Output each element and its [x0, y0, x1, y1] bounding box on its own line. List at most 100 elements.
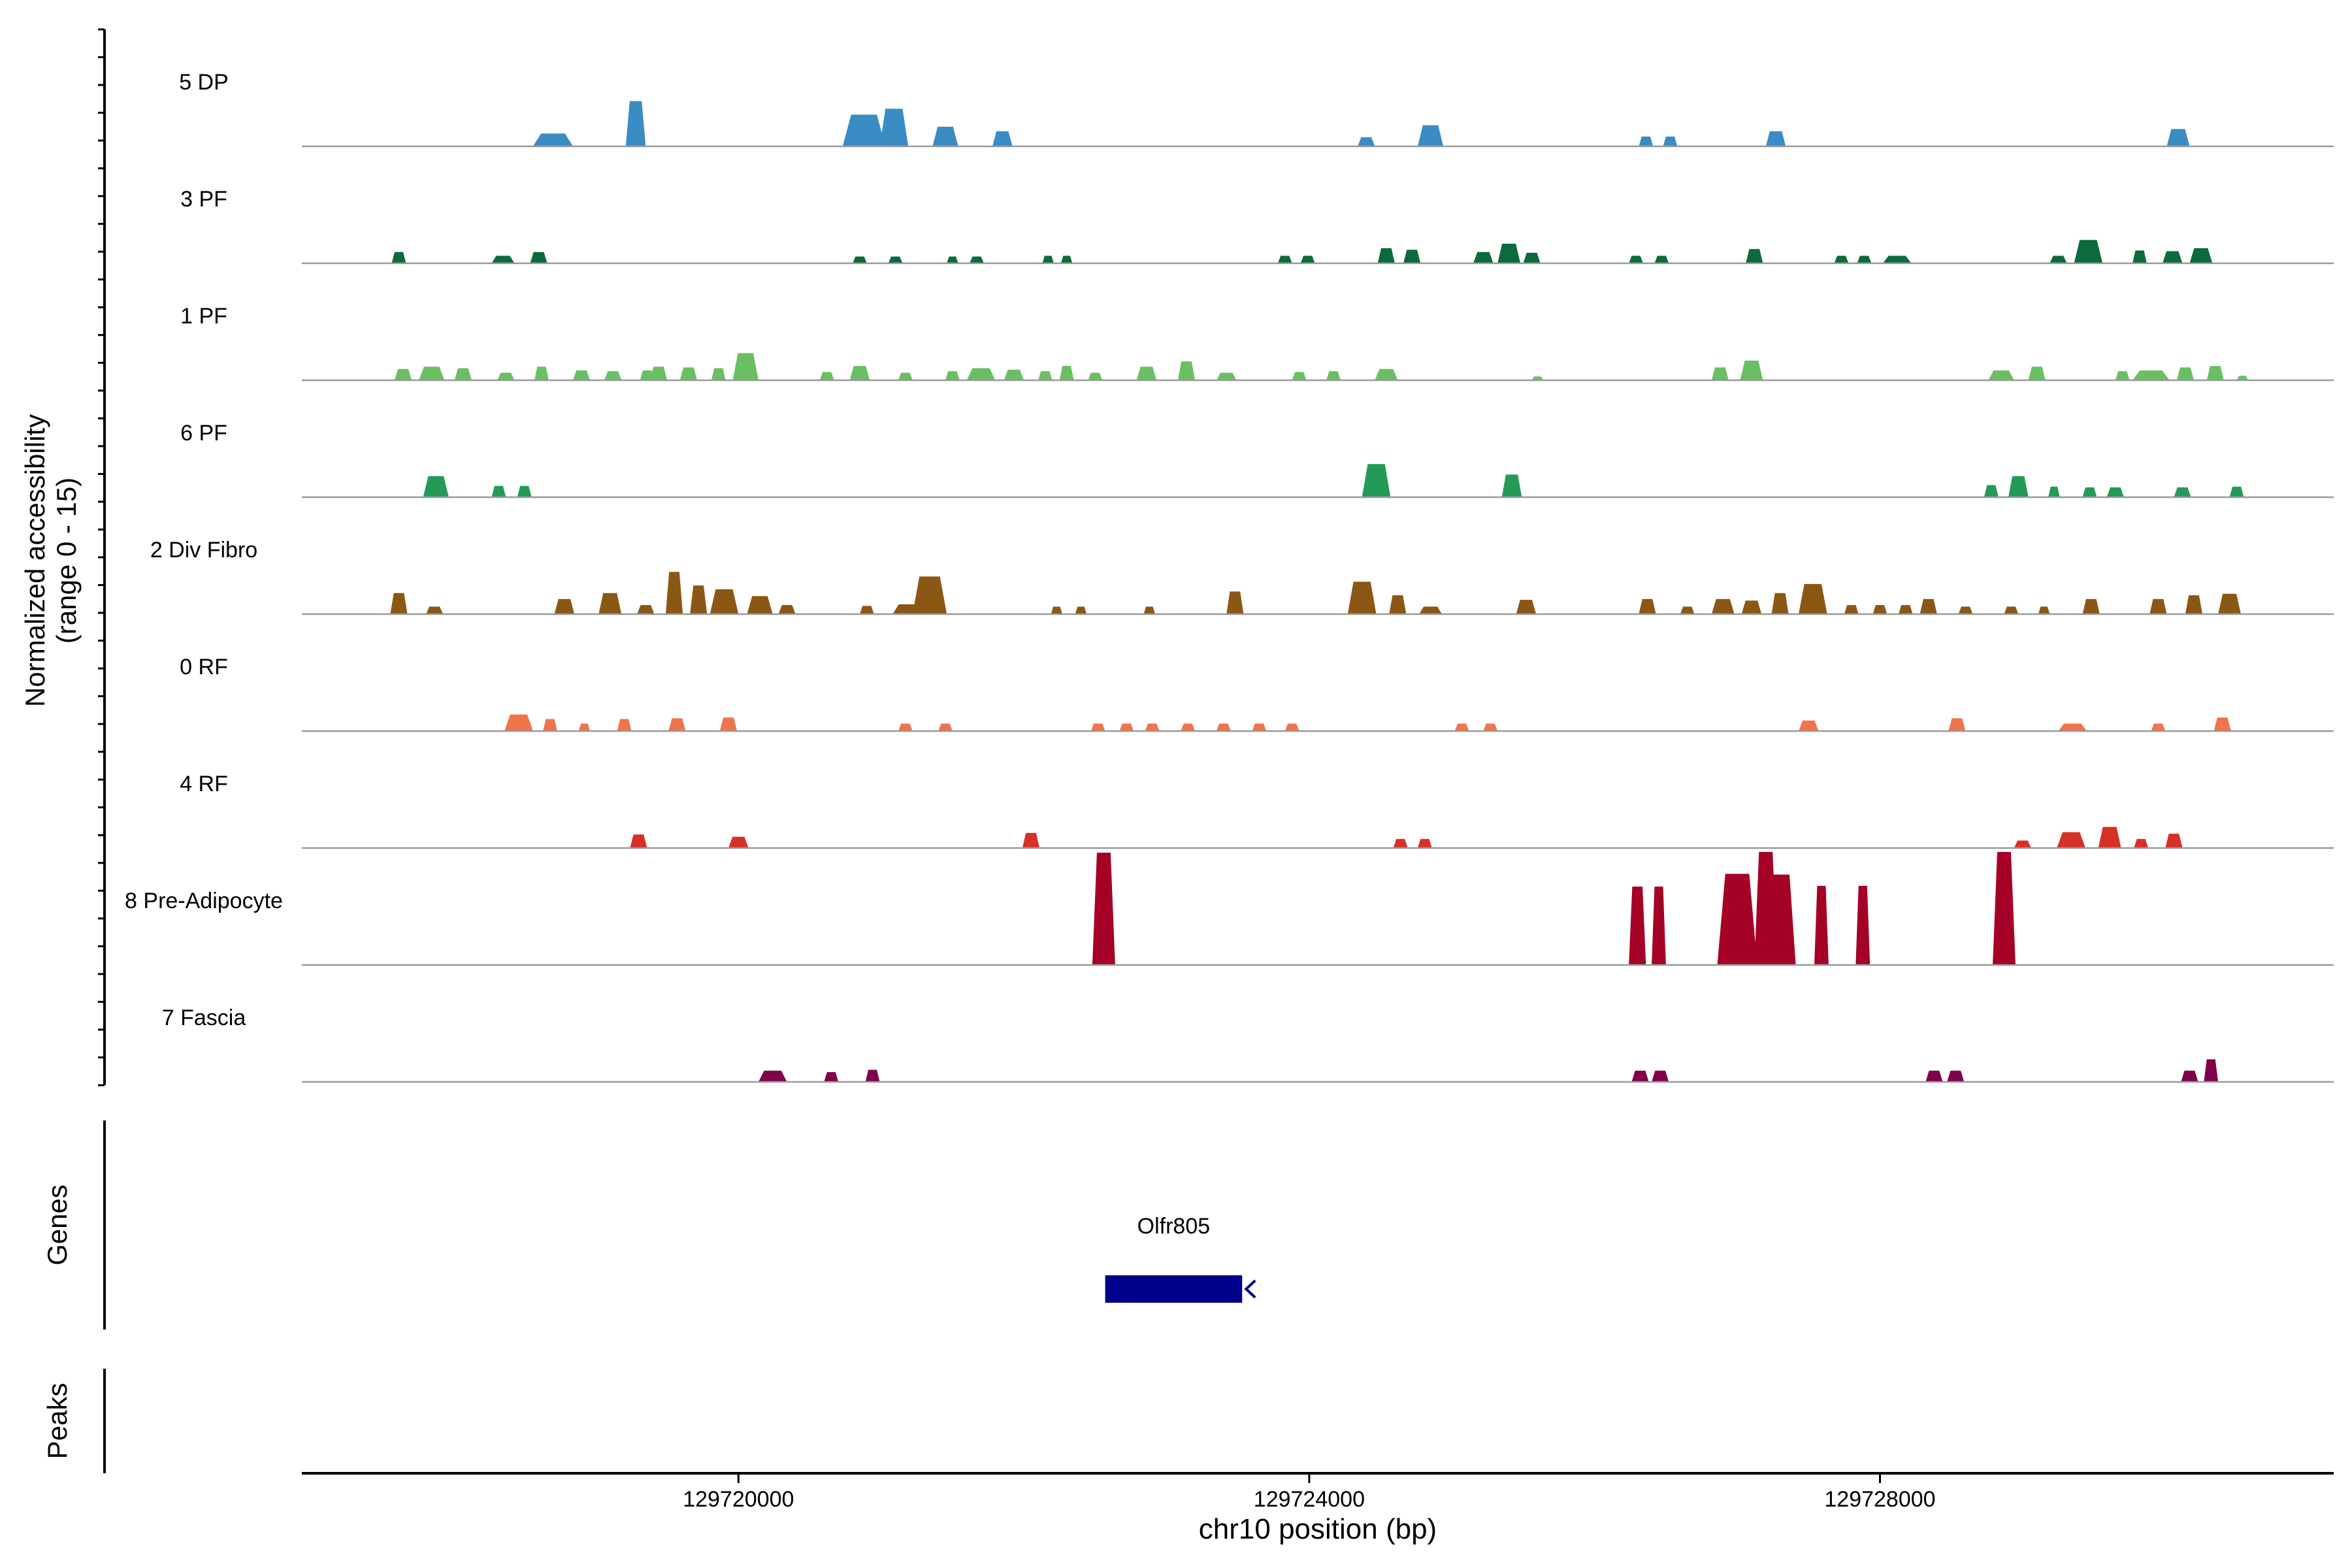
peak-6-pf [2008, 476, 2029, 497]
track-label: 7 Fascia [162, 1005, 246, 1030]
peak-2-div-fibro [665, 572, 683, 614]
peak-1-pf [2176, 367, 2194, 380]
peak-2-div-fibro [1051, 606, 1063, 614]
peak-7-fascia [2181, 1070, 2198, 1082]
peak-3-pf [1857, 255, 1872, 263]
peak-0-rf [617, 719, 632, 731]
peak-2-div-fibro [710, 589, 739, 614]
peak-1-pf [394, 368, 412, 380]
peak-8-pre-adipocyte [1764, 874, 1796, 965]
peak-1-pf [604, 371, 622, 380]
peak-1-pf [849, 366, 870, 380]
peak-5-dp [992, 131, 1013, 146]
peak-7-fascia [824, 1072, 839, 1082]
peak-2-div-fibro [1516, 600, 1537, 614]
peak-1-pf [711, 368, 726, 380]
strand-arrow-icon [1244, 1279, 1256, 1299]
track-7-fascia: 7 Fascia [162, 1005, 2334, 1083]
peak-1-pf [497, 372, 515, 380]
peak-1-pf [679, 367, 697, 380]
peak-3-pf [1523, 252, 1541, 263]
x-axis: 129720000 129724000 129728000 chr10 positi… [302, 1472, 2334, 1545]
peak-7-fascia [1631, 1070, 1649, 1082]
peak-2-div-fibro [1844, 605, 1859, 614]
peak-0-rf [1948, 718, 1966, 731]
peak-2-div-fibro [1741, 600, 1762, 614]
x-tick-label: 129724000 [1254, 1487, 1365, 1512]
peak-1-pf [898, 372, 913, 380]
peak-2-div-fibro [1898, 605, 1913, 614]
peak-0-rf [1119, 723, 1134, 731]
peak-2-div-fibro [1226, 591, 1244, 614]
peak-0-rf [1284, 723, 1299, 731]
track-label: 6 PF [180, 421, 227, 446]
peak-7-fascia [1947, 1070, 1965, 1082]
peak-8-pre-adipocyte [1717, 874, 1757, 965]
peak-2-div-fibro [390, 593, 408, 614]
peak-5-dp [1358, 137, 1375, 146]
peak-2-div-fibro [598, 593, 622, 614]
peak-0-rf [1454, 723, 1469, 731]
peak-1-pf [1059, 366, 1074, 380]
peak-1-pf [419, 367, 445, 380]
peak-3-pf [1746, 249, 1763, 263]
peak-3-pf [2162, 251, 2183, 263]
peak-3-pf [2050, 255, 2067, 263]
peak-2-div-fibro [1680, 606, 1695, 614]
peak-2-div-fibro [426, 606, 444, 614]
peak-6-pf [1362, 464, 1391, 497]
peak-2-div-fibro [859, 606, 874, 614]
peak-7-fascia [1652, 1070, 1669, 1082]
gene-label: Olfr805 [1137, 1214, 1211, 1239]
peak-3-pf [1042, 255, 1054, 263]
peak-0-rf [1216, 723, 1231, 731]
peak-6-pf [491, 485, 506, 497]
peak-1-pf [649, 367, 668, 380]
peak-6-pf [517, 485, 532, 497]
peak-0-rf [1181, 723, 1196, 731]
peak-2-div-fibro [1771, 593, 1789, 614]
peak-0-rf [668, 718, 686, 731]
peak-2-div-fibro [1389, 595, 1407, 614]
peak-4-rf [2057, 832, 2085, 848]
peak-5-dp [932, 127, 958, 146]
peak-5-dp [842, 114, 886, 146]
peak-0-rf [898, 723, 913, 731]
peak-1-pf [2132, 370, 2170, 380]
peak-3-pf [1377, 248, 1395, 263]
accessibility-axis [98, 28, 106, 1086]
peak-6-pf [2048, 486, 2060, 497]
peak-2-div-fibro [1347, 581, 1377, 614]
peak-0-rf [1483, 723, 1498, 731]
peak-0-rf [1145, 723, 1160, 731]
peak-3-pf [1882, 255, 1912, 263]
peak-0-rf [1090, 723, 1105, 731]
peak-8-pre-adipocyte [1993, 852, 2016, 965]
peak-5-dp [1663, 137, 1678, 146]
peak-0-rf [1799, 720, 1819, 731]
peak-8-pre-adipocyte [1814, 885, 1829, 965]
track-label: 2 Div Fibro [150, 538, 257, 563]
peak-8-pre-adipocyte [1092, 853, 1115, 965]
peak-3-pf [2074, 240, 2103, 263]
peak-2-div-fibro [1872, 605, 1887, 614]
peak-1-pf [732, 353, 759, 380]
peak-1-pf [1136, 367, 1157, 380]
peak-5-dp [879, 108, 909, 146]
genes-track-label: Genes [42, 1184, 73, 1266]
track-label: 4 RF [180, 772, 228, 796]
peak-5-dp [1417, 125, 1444, 146]
peak-0-rf [2213, 717, 2231, 731]
peak-3-pf [530, 252, 547, 263]
peak-2-div-fibro [1143, 606, 1156, 614]
peak-3-pf [947, 256, 958, 263]
peak-2-div-fibro [554, 598, 575, 614]
peak-7-fascia [758, 1070, 787, 1082]
peak-4-rf [728, 836, 749, 848]
peak-4-rf [2098, 826, 2121, 848]
peak-2-div-fibro [2004, 606, 2019, 614]
peak-1-pf [1216, 372, 1237, 380]
x-tick-label: 129728000 [1824, 1487, 1935, 1512]
track-label: 5 DP [179, 70, 229, 95]
peak-3-pf [1629, 255, 1643, 263]
